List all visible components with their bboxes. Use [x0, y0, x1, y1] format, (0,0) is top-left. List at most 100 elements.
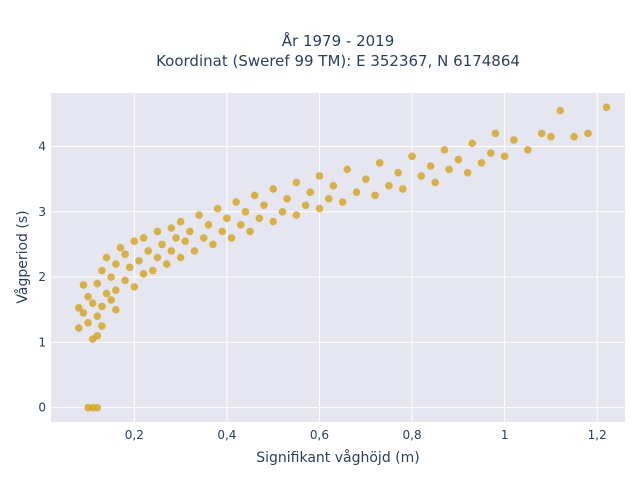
scatter-point — [269, 185, 277, 193]
scatter-point — [167, 224, 176, 232]
scatter-point — [195, 211, 203, 219]
scatter-point — [88, 299, 97, 307]
scatter-point — [292, 178, 301, 187]
scatter-point — [112, 286, 120, 294]
scatter-point — [477, 159, 486, 167]
grid-lines — [51, 93, 625, 422]
scatter-point — [102, 253, 111, 262]
scatter-point — [190, 247, 199, 255]
scatter-point — [315, 204, 324, 213]
scatter-point — [236, 221, 245, 229]
y-tick-label: 2 — [38, 270, 46, 284]
scatter-point — [440, 145, 449, 154]
scatter-point — [255, 214, 264, 223]
scatter-point — [343, 165, 352, 174]
scatter-point — [79, 281, 88, 289]
chart-title-line-2: Koordinat (Sweref 99 TM): E 352367, N 61… — [156, 52, 520, 70]
scatter-point — [181, 237, 190, 245]
scatter-point — [394, 168, 402, 177]
scatter-point — [408, 152, 416, 161]
scatter-point — [306, 188, 315, 197]
scatter-point — [162, 260, 171, 268]
scatter-point — [121, 250, 129, 259]
scatter-point — [176, 217, 185, 226]
scatter-point — [250, 191, 259, 200]
x-tick-label: 0,6 — [310, 428, 329, 442]
scatter-point — [98, 266, 106, 275]
scatter-point — [227, 234, 236, 242]
y-tick-label: 1 — [38, 335, 46, 349]
scatter-point — [84, 292, 92, 301]
y-axis-title: Vågperiod (s) — [14, 210, 31, 303]
scatter-point — [570, 132, 578, 141]
scatter-point — [125, 263, 134, 272]
scatter-point — [246, 227, 254, 236]
scatter-point — [107, 273, 115, 281]
scatter-point — [445, 165, 453, 174]
scatter-point — [385, 181, 393, 190]
scatter-point — [213, 204, 222, 213]
x-axis-title: Signifikant våghöjd (m) — [256, 449, 419, 466]
scatter-point — [102, 289, 111, 298]
scatter-point — [278, 208, 287, 216]
scatter-point — [93, 403, 102, 412]
scatter-point — [79, 309, 88, 317]
scatter-point — [135, 256, 143, 265]
x-tick-label: 1 — [501, 428, 509, 442]
y-tick-label: 4 — [38, 140, 46, 154]
x-tick-label: 1,2 — [588, 428, 607, 442]
scatter-point — [112, 260, 120, 268]
scatter-point — [121, 276, 129, 285]
scatter-point — [324, 194, 333, 203]
scatter-point — [93, 332, 102, 340]
x-tick-label: 0,2 — [125, 428, 144, 442]
scatter-point — [260, 201, 268, 210]
scatter-point — [301, 201, 310, 210]
scatter-point — [486, 149, 495, 157]
scatter-point — [98, 302, 106, 311]
scatter-point — [167, 247, 176, 255]
scatter-point — [107, 296, 115, 304]
scatter-point — [153, 253, 162, 262]
scatter-point — [556, 106, 564, 115]
y-axis-ticks: 0 1 2 3 4 — [38, 140, 46, 415]
scatter-point — [153, 227, 162, 236]
y-tick-label: 3 — [38, 205, 46, 219]
scatter-point — [98, 322, 106, 330]
scatter-point — [74, 303, 83, 312]
scatter-point — [454, 155, 463, 164]
scatter-point — [139, 270, 148, 278]
scatter-point — [232, 198, 240, 206]
scatter-point — [361, 175, 370, 183]
scatter-point — [149, 266, 157, 275]
scatter-point — [426, 162, 435, 170]
scatter-point — [116, 243, 125, 252]
scatter-point — [176, 253, 185, 262]
x-tick-label: 0,8 — [403, 428, 422, 442]
y-tick-label: 0 — [38, 401, 46, 415]
scatter-point — [371, 191, 379, 200]
scatter-point — [547, 132, 555, 141]
scatter-point — [463, 168, 472, 177]
scatter-point — [537, 129, 546, 138]
x-tick-label: 0,4 — [217, 428, 236, 442]
scatter-point — [139, 234, 148, 242]
scatter-point — [199, 234, 208, 242]
scatter-point — [130, 237, 139, 245]
scatter-point — [283, 194, 291, 203]
scatter-point — [269, 217, 277, 226]
scatter-point — [74, 324, 83, 332]
scatter-point — [468, 139, 477, 148]
scatter-point — [584, 129, 592, 138]
data-points — [74, 103, 611, 412]
scatter-point — [112, 305, 120, 314]
scatter-point — [130, 283, 139, 291]
scatter-point — [186, 227, 194, 236]
scatter-point — [315, 172, 324, 180]
scatter-point — [204, 221, 213, 229]
scatter-point — [209, 240, 217, 249]
scatter-point — [417, 172, 426, 180]
scatter-point — [329, 181, 338, 190]
